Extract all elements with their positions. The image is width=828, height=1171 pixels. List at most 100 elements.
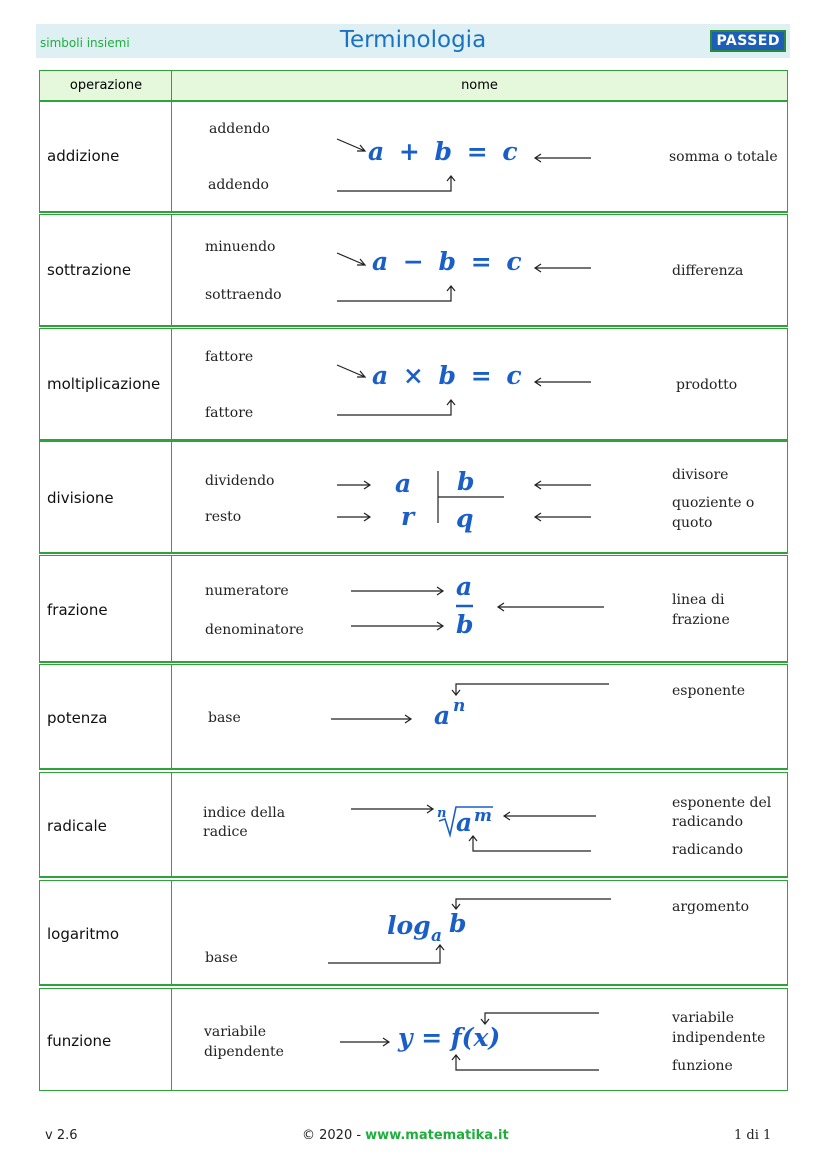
result-label: funzione	[672, 1058, 733, 1074]
result-label: esponente del	[672, 795, 772, 811]
site-link[interactable]: www.matematika.it	[365, 1128, 509, 1143]
arrows-icon	[331, 683, 609, 724]
term-label: numeratore	[205, 583, 289, 599]
arrows-icon	[336, 252, 591, 302]
row-separator	[39, 877, 788, 880]
term-label: base	[205, 950, 238, 966]
term-cell: addendo addendo a + b = c somma o totale	[173, 101, 787, 211]
numerator-symbol: a	[456, 572, 473, 601]
term-cell: indice della radice n a m esponente del …	[173, 773, 787, 876]
row-separator	[39, 985, 788, 988]
term-label: dividendo	[205, 473, 275, 489]
table-row-sottrazione: sottrazione minuendo sottraendo a − b = …	[39, 214, 788, 326]
term-label: minuendo	[205, 239, 276, 255]
log-base-symbol: a	[431, 926, 443, 946]
row-separator	[39, 440, 788, 443]
term-label: base	[208, 710, 241, 726]
formula: a × b = c	[372, 361, 522, 390]
term-cell: variabile dipendente y = f(x) variabile …	[173, 989, 787, 1090]
version-label: v 2.6	[45, 1128, 78, 1143]
term-cell: dividendo resto a b r q divisore quozien…	[173, 442, 787, 552]
column-divider	[171, 442, 172, 552]
arrows-icon	[351, 586, 604, 631]
table-row-radicale: radicale indice della radice n a m espon…	[39, 772, 788, 877]
term-cell: minuendo sottraendo a − b = c differenza	[173, 215, 787, 325]
term-label: radice	[203, 824, 248, 840]
operation-name: frazione	[47, 601, 108, 619]
formula: a − b = c	[372, 247, 522, 276]
formula: y = f(x)	[398, 1023, 501, 1052]
result-label: esponente	[672, 683, 746, 699]
quotient-symbol: q	[456, 504, 474, 533]
operation-name: funzione	[47, 1032, 112, 1050]
operation-name: logaritmo	[47, 925, 120, 943]
row-separator	[39, 212, 788, 215]
copyright-line: © 2020 - www.matematika.it	[302, 1128, 509, 1143]
term-cell: base a n esponente	[173, 665, 787, 768]
exponent-symbol: n	[453, 696, 466, 716]
column-divider	[171, 881, 172, 984]
arrows-icon	[351, 804, 596, 852]
result-label: somma o totale	[669, 149, 778, 165]
result-label: differenza	[672, 263, 744, 279]
table-row-logaritmo: logaritmo log a b base argomento	[39, 880, 788, 985]
divisor-symbol: b	[457, 467, 475, 496]
term-label: fattore	[205, 405, 254, 421]
page-number: 1 di 1	[734, 1128, 772, 1143]
row-separator	[39, 769, 788, 772]
category-link[interactable]: simboli insiemi	[40, 36, 130, 50]
terminology-table: operazione nome addizione addendo addend…	[39, 70, 788, 1091]
result-label: divisore	[672, 467, 729, 483]
table-row-divisione: divisione dividendo resto a b r q diviso…	[39, 441, 788, 553]
result-label: prodotto	[676, 377, 738, 393]
column-divider	[171, 71, 172, 101]
column-divider	[171, 101, 172, 211]
row-separator	[39, 326, 788, 329]
argument-symbol: b	[449, 909, 467, 938]
operation-name: sottrazione	[47, 261, 132, 279]
operation-name: moltiplicazione	[47, 375, 161, 393]
table-row-potenza: potenza base a n esponente	[39, 664, 788, 769]
arrows-icon	[328, 898, 611, 964]
column-divider	[171, 556, 172, 661]
term-label: addendo	[208, 177, 269, 193]
table-row-moltiplicazione: moltiplicazione fattore fattore a × b = …	[39, 328, 788, 440]
exponent-symbol: m	[474, 806, 492, 826]
denominator-symbol: b	[456, 610, 474, 639]
term-label: fattore	[205, 349, 254, 365]
dividend-symbol: a	[395, 469, 412, 498]
table-row-funzione: funzione variabile dipendente y = f(x) v…	[39, 988, 788, 1091]
column-divider	[171, 329, 172, 439]
column-divider	[171, 665, 172, 768]
term-cell: fattore fattore a × b = c prodotto	[173, 329, 787, 439]
row-separator	[39, 662, 788, 665]
result-label: variabile	[672, 1010, 734, 1026]
radicand-symbol: a	[456, 808, 473, 837]
term-cell: log a b base argomento	[173, 881, 787, 984]
row-separator	[39, 553, 788, 556]
operation-name: divisione	[47, 489, 114, 507]
operation-name: radicale	[47, 817, 107, 835]
table-row-addizione: addizione addendo addendo a + b = c somm…	[39, 100, 788, 212]
table-row-frazione: frazione numeratore denominatore a b lin…	[39, 555, 788, 662]
header-operazione: operazione	[69, 78, 143, 93]
term-label: dipendente	[204, 1044, 284, 1060]
result-label: linea di	[672, 592, 725, 608]
term-label: resto	[205, 509, 242, 525]
operation-name: addizione	[47, 147, 120, 165]
arrows-icon	[337, 471, 591, 523]
copyright-text: © 2020 -	[302, 1128, 366, 1143]
index-symbol: n	[437, 806, 447, 821]
formula: a + b = c	[368, 137, 518, 166]
term-label: indice della	[203, 805, 286, 821]
result-label: argomento	[672, 899, 750, 915]
base-symbol: a	[434, 701, 451, 730]
table-header: operazione nome	[39, 70, 788, 102]
column-divider	[171, 773, 172, 876]
passed-badge: PASSED	[710, 30, 786, 52]
term-label: addendo	[209, 121, 270, 137]
term-label: denominatore	[205, 622, 304, 638]
arrows-icon	[336, 364, 591, 416]
term-cell: numeratore denominatore a b linea di fra…	[173, 556, 787, 661]
